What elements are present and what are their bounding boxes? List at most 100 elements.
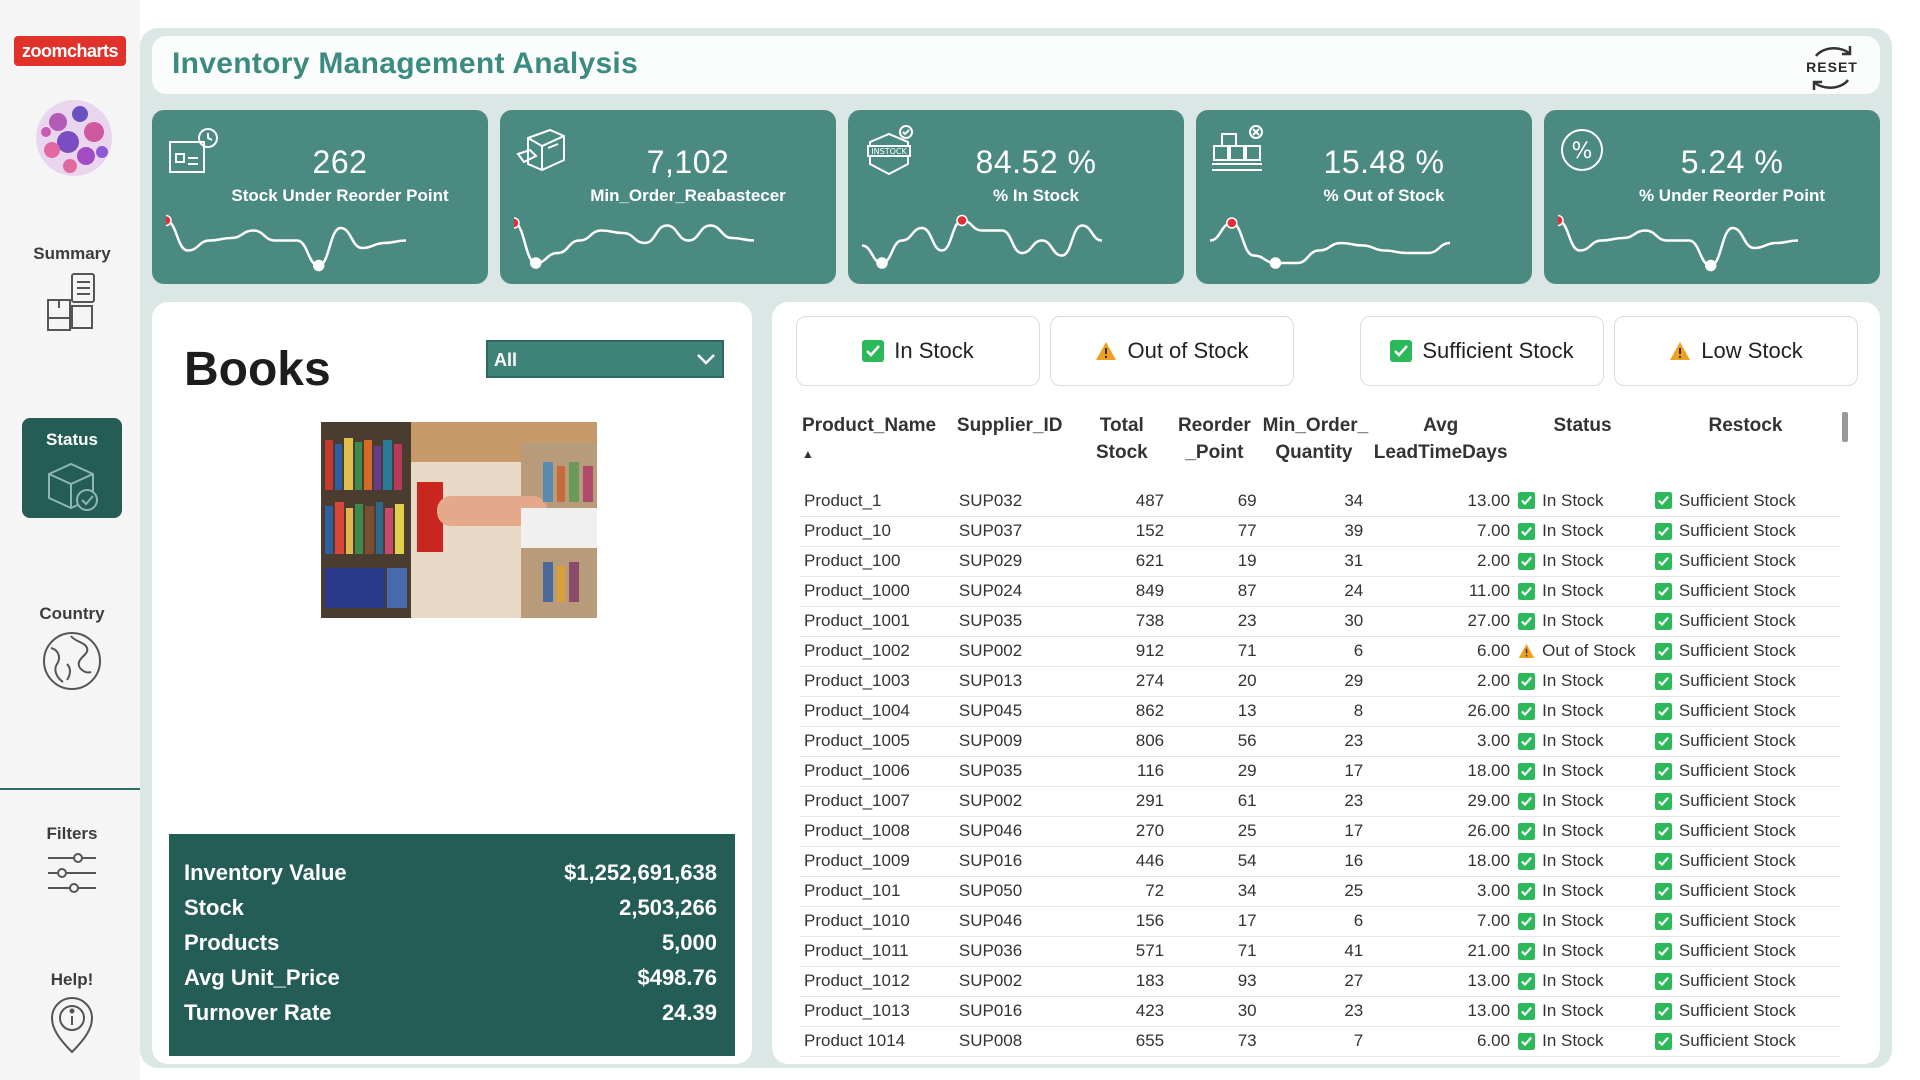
table-cell: 31 <box>1260 546 1368 577</box>
table-cell: Sufficient Stock <box>1650 546 1840 577</box>
category-image <box>321 422 597 618</box>
table-cell: 72 <box>1075 876 1169 907</box>
check-green-icon <box>1518 672 1536 690</box>
summary-row: Inventory Value $1,252,691,638 <box>184 860 717 895</box>
table-cell: 6.00 <box>1367 1026 1515 1057</box>
table-cell: 7 <box>1260 1026 1368 1057</box>
filter-sufficient-stock-button[interactable]: Sufficient Stock <box>1360 316 1604 386</box>
table-row[interactable]: Product_1 SUP032 487 69 34 13.00 In Stock Suffi… <box>800 486 1840 517</box>
table-cell: 26.00 <box>1367 816 1515 847</box>
table-cell: 25 <box>1168 816 1261 847</box>
pallet-x-icon <box>1212 125 1263 171</box>
table-row[interactable]: Product_1005 SUP009 806 56 23 3.00 In Stock Suf… <box>800 726 1840 757</box>
table-row[interactable]: Product_1001 SUP035 738 23 30 27.00 In Stock Su… <box>800 606 1840 637</box>
table-cell: Product_1009 <box>800 846 955 877</box>
kpi-label: % In Stock <box>993 186 1079 205</box>
kpi-card-min-order[interactable]: 7,102 Min_Order_Reabastecer <box>500 110 836 284</box>
summary-metrics: Inventory Value $1,252,691,638 Stock 2,503… <box>169 834 735 1056</box>
col-header-reorder-point[interactable]: Reorder _Point <box>1177 415 1251 463</box>
summary-value: 5,000 <box>661 930 717 955</box>
kpi-label: Min_Order_Reabastecer <box>590 186 786 205</box>
filter-in-stock-button[interactable]: In Stock <box>796 316 1040 386</box>
table-cell: Product_1 <box>800 486 955 517</box>
col-header-product-name[interactable]: Product_Name ▲ <box>800 412 955 486</box>
check-green-icon <box>1390 340 1413 362</box>
table-row[interactable]: Product_1010 SUP046 156 17 6 7.00 In Stock Suff… <box>800 906 1840 937</box>
table-row[interactable]: Product_10 SUP037 152 77 39 7.00 In Stock Suffi… <box>800 516 1840 547</box>
table-cell: 806 <box>1075 726 1169 757</box>
table-row[interactable]: Product_1006 SUP035 116 29 17 18.00 In Stock Su… <box>800 756 1840 787</box>
table-cell: 2.00 <box>1367 666 1515 697</box>
table-row[interactable]: Product_1011 SUP036 571 71 41 21.00 In Stock Su… <box>800 936 1840 967</box>
col-header-status[interactable]: Status <box>1553 415 1612 436</box>
table-cell: 7.00 <box>1367 516 1515 547</box>
check-green-icon <box>1518 552 1536 570</box>
table-row[interactable]: Product_1003 SUP013 274 20 29 2.00 In Stock Suf… <box>800 666 1840 697</box>
kpi-value: 15.48 % <box>1323 144 1445 180</box>
col-header-restock[interactable]: Restock <box>1708 415 1783 436</box>
table-row[interactable]: Product_1007 SUP002 291 61 23 29.00 In Stock Su… <box>800 786 1840 817</box>
table-cell: In Stock <box>1514 666 1651 697</box>
table-cell: 152 <box>1075 516 1169 547</box>
table-cell: 93 <box>1168 966 1261 997</box>
brand-logo[interactable]: zoomcharts <box>14 36 126 66</box>
nav-country[interactable]: Country <box>22 604 122 692</box>
nav-filters[interactable]: Filters <box>22 824 122 896</box>
kpi-sparkline <box>1210 217 1451 269</box>
check-green-icon <box>1654 882 1672 900</box>
table-cell: In Stock <box>1514 606 1651 637</box>
table-cell: SUP016 <box>954 846 1076 877</box>
table-row[interactable]: Product_1002 SUP002 912 71 6 6.00 Out of Stock… <box>800 636 1840 667</box>
reset-button[interactable]: RESET <box>1804 42 1860 92</box>
nav-summary[interactable]: Summary <box>22 244 122 332</box>
table-row[interactable]: Product_1000 SUP024 849 87 24 11.00 In Stock Su… <box>800 576 1840 607</box>
kpi-card-out-of-stock[interactable]: 15.48 % % Out of Stock <box>1196 110 1532 284</box>
kpi-value: 262 <box>312 144 368 180</box>
nav-status[interactable]: Status <box>22 418 122 518</box>
table-cell: In Stock <box>1514 486 1651 517</box>
nav-summary-label: Summary <box>33 244 111 263</box>
table-scrollbar[interactable] <box>1842 412 1848 442</box>
category-select[interactable]: All <box>486 340 724 378</box>
chevron-down-icon <box>697 354 715 365</box>
table-cell: 13.00 <box>1367 966 1515 997</box>
table-cell: 26.00 <box>1367 696 1515 727</box>
kpi-card-reorder[interactable]: 262 Stock Under Reorder Point <box>152 110 488 284</box>
check-green-icon <box>1518 852 1536 870</box>
table-cell: SUP046 <box>954 816 1076 847</box>
sparkline-path <box>862 219 1103 265</box>
table-row[interactable]: Product_1009 SUP016 446 54 16 18.00 In Stock Su… <box>800 846 1840 877</box>
check-green-icon <box>1518 792 1536 810</box>
table-cell: 39 <box>1260 516 1368 547</box>
filter-label: Sufficient Stock <box>1422 338 1574 363</box>
check-green-icon <box>1654 732 1672 750</box>
table-cell: 912 <box>1075 636 1169 667</box>
kpi-card-under-reorder[interactable]: % 5.24 % % Under Reorder Point <box>1544 110 1880 284</box>
check-green-icon <box>1518 942 1536 960</box>
table-row[interactable]: Product_101 SUP050 72 34 25 3.00 In Stock Suffi… <box>800 876 1840 907</box>
nav-status-label: Status <box>46 430 98 449</box>
col-header-supplier-id[interactable]: Supplier_ID <box>956 415 1063 436</box>
table-row[interactable]: Product_1013 SUP016 423 30 23 13.00 In Stock Su… <box>800 996 1840 1027</box>
col-header-avg-lead-time[interactable]: Avg LeadTimeDays <box>1373 415 1508 463</box>
col-header-total-stock[interactable]: Total Stock <box>1095 415 1148 463</box>
table-row[interactable]: Product_100 SUP029 621 19 31 2.00 In Stock Suff… <box>800 546 1840 577</box>
table-row[interactable]: Product_1008 SUP046 270 25 17 26.00 In Stock Su… <box>800 816 1840 847</box>
table-cell: In Stock <box>1514 1026 1651 1057</box>
sort-asc-icon: ▲ <box>802 447 814 461</box>
filter-low-stock-button[interactable]: Low Stock <box>1614 316 1858 386</box>
kpi-card-in-stock[interactable]: INSTOCK 84.52 % % In Stock <box>848 110 1184 284</box>
nav-help[interactable]: Help! <box>22 970 122 1054</box>
table-row[interactable]: Product 1014 SUP008 655 73 7 6.00 In Stock Suff… <box>800 1026 1840 1057</box>
table-cell: 17 <box>1168 906 1261 937</box>
table-row[interactable]: Product_1004 SUP045 862 13 8 26.00 In Stock Suf… <box>800 696 1840 727</box>
warning-orange-icon <box>1096 342 1117 360</box>
table-cell: 23 <box>1260 726 1368 757</box>
filter-out-of-stock-button[interactable]: Out of Stock <box>1050 316 1294 386</box>
table-cell: Sufficient Stock <box>1650 846 1840 877</box>
sparkline-path <box>166 219 407 267</box>
table-row[interactable]: Product_1012 SUP002 183 93 27 13.00 In Stock Su… <box>800 966 1840 997</box>
table-cell: In Stock <box>1514 966 1651 997</box>
table-cell: Sufficient Stock <box>1650 576 1840 607</box>
col-header-min-order-quantity[interactable]: Min_Order_ Quantity <box>1262 415 1369 463</box>
